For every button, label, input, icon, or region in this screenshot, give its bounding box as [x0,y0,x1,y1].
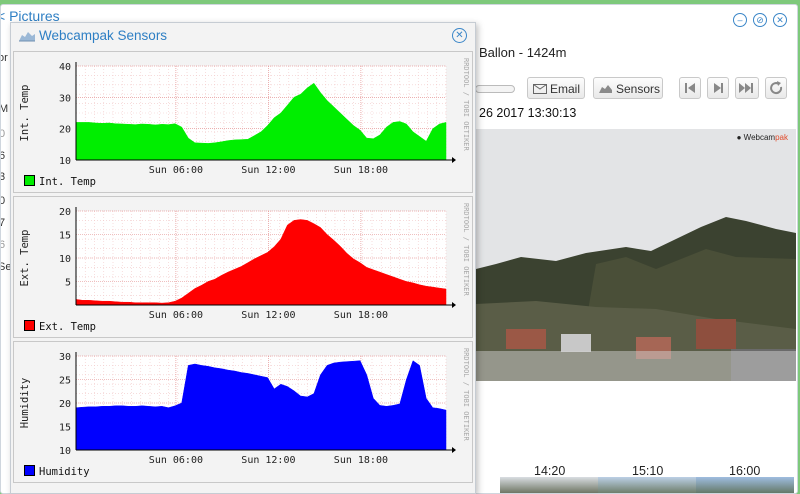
close-icon[interactable]: ✕ [452,28,467,43]
email-label: Email [550,82,581,96]
y-axis-label: Ext. Temp [19,230,31,287]
first-button[interactable] [679,77,701,99]
legend-swatch [24,175,35,186]
x-tick-label: Sun 12:00 [241,310,295,321]
chart-panel-humidity: 30 25 20 15 10 Sun 06:00 Sun 12:00 Sun 18:00 Hum… [13,341,473,483]
webcampak-logo: ● Webcampak [736,133,788,142]
rrdtool-credit: RRDTOOL / TOBI OETIKER [462,348,470,442]
close-icon[interactable]: ✕ [773,13,787,27]
y-tick-label: 20 [59,399,71,410]
legend-label: Ext. Temp [39,321,96,333]
thumbnail[interactable] [500,477,598,493]
chart-icon [19,32,35,42]
x-tick-label: Sun 18:00 [334,165,388,176]
chart-icon [599,85,612,93]
thumbnail[interactable] [598,477,696,493]
refresh-icon [770,81,783,95]
y-tick-label: 20 [59,125,71,136]
y-tick-label: 25 [59,376,71,387]
chart-legend: Int. Temp [24,175,96,188]
series-area [75,82,447,161]
ext-temp-chart: 20 15 10 5 Sun 06:00 Sun 12:00 Sun 18:00 Ext. T… [19,203,470,321]
left-fragment: Se [1,261,12,273]
x-tick-label: Sun 06:00 [149,455,203,466]
humidity-chart: 30 25 20 15 10 Sun 06:00 Sun 12:00 Sun 18:00 Hum… [19,348,470,466]
thumbnail[interactable] [696,477,794,493]
landscape-image [476,129,796,381]
rrdtool-credit: RRDTOOL / TOBI OETIKER [462,58,470,152]
y-tick-label: 15 [59,231,71,242]
time-slider[interactable] [475,85,515,93]
left-fragment: M [1,103,8,115]
left-fragment: 6 [1,239,5,251]
y-tick-label: 10 [59,254,71,265]
legend-swatch [24,320,35,331]
int-temp-chart: 40 30 20 10 Sun 06:00 Sun 12:00 Sun 18:00 Int. … [19,58,470,176]
series-area [75,360,447,451]
chart-legend: Humidity [24,465,90,478]
y-tick-label: 15 [59,423,71,434]
y-tick-label: 20 [59,207,71,218]
sensors-window-title: Webcampak Sensors [39,28,168,43]
camera-subtitle: Ballon - 1424m [479,45,567,60]
next-button[interactable] [707,77,729,99]
last-button[interactable] [735,77,759,99]
series-area [75,219,447,306]
email-button[interactable]: Email [527,77,585,99]
thumb-time: 14:20 [534,464,566,478]
maximize-icon[interactable]: ⊘ [753,13,767,27]
axis-arrow [452,302,456,308]
refresh-button[interactable] [765,77,787,99]
chart-panel-int-temp: 40 30 20 10 Sun 06:00 Sun 12:00 Sun 18:00 Int. … [13,51,473,193]
skip-first-icon [685,83,695,93]
chart-panel-ext-temp: 20 15 10 5 Sun 06:00 Sun 12:00 Sun 18:00 Ext. T… [13,196,473,338]
x-tick-label: Sun 18:00 [334,455,388,466]
axis-arrow [452,447,456,453]
left-fragment: or [1,52,8,64]
legend-label: Int. Temp [39,176,96,188]
y-tick-label: 30 [59,93,71,104]
sensors-window-header[interactable]: Webcampak Sensors ✕ [11,23,475,49]
left-fragment: 0 [1,128,5,140]
y-tick-label: 30 [59,352,71,363]
thumb-time: 16:00 [729,464,761,478]
rrdtool-credit: RRDTOOL / TOBI OETIKER [462,203,470,297]
left-fragment: 3 [1,171,5,183]
y-tick-label: 5 [65,278,71,289]
skip-last-icon [739,83,753,93]
legend-swatch [24,465,35,476]
left-fragment: 0 [1,195,5,207]
y-tick-label: 10 [59,156,71,167]
y-axis-label: Int. Temp [19,85,31,142]
left-fragment: 6 [1,150,5,162]
x-tick-label: Sun 12:00 [241,165,295,176]
y-tick-label: 40 [59,62,71,73]
play-next-icon [714,83,723,93]
webcam-picture[interactable]: ● Webcampak [476,129,796,381]
x-tick-label: Sun 18:00 [334,310,388,321]
y-axis-label: Humidity [19,378,31,429]
x-tick-label: Sun 12:00 [241,455,295,466]
envelope-icon [533,84,547,94]
x-tick-label: Sun 06:00 [149,310,203,321]
axis-arrow [452,157,456,163]
window-title: < Pictures [0,8,60,24]
sensors-button[interactable]: Sensors [593,77,663,99]
thumb-time: 15:10 [632,464,664,478]
x-tick-label: Sun 06:00 [149,165,203,176]
left-fragment: 7 [1,217,5,229]
sensors-window: Webcampak Sensors ✕ 40 30 20 10 Sun 06:00 Sun… [10,22,476,494]
sensors-label: Sensors [616,82,661,96]
chart-legend: Ext. Temp [24,320,96,333]
picture-datetime: 26 2017 13:30:13 [479,106,577,120]
y-tick-label: 10 [59,446,71,457]
minimize-icon[interactable]: – [733,13,747,27]
legend-label: Humidity [39,466,90,478]
